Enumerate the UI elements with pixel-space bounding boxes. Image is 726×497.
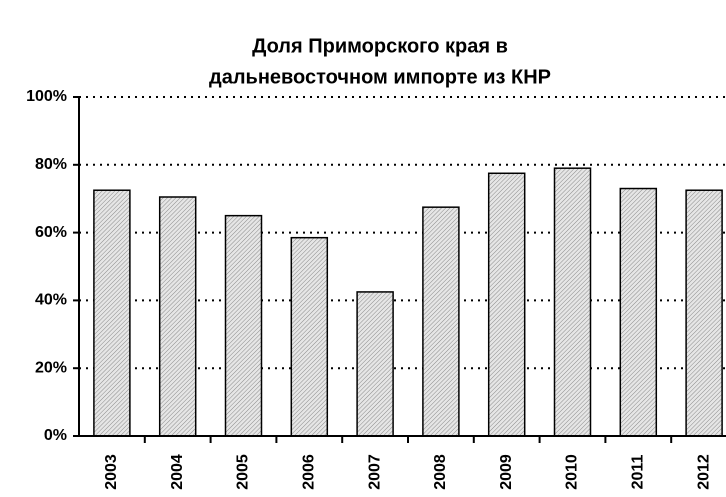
y-tick-label: 0% (44, 427, 67, 444)
bar (553, 167, 592, 437)
x-tick-label: 2007 (366, 454, 383, 490)
bar (685, 189, 723, 437)
bar (356, 291, 394, 437)
x-tick-label: 2005 (235, 454, 252, 490)
chart-title: Доля Приморского края в (252, 35, 508, 57)
bar (224, 214, 263, 437)
bar (487, 172, 526, 437)
bar (93, 189, 131, 437)
bar (158, 196, 197, 437)
x-tick-label: 2008 (432, 454, 449, 490)
bar (619, 187, 658, 437)
x-tick-label: 2006 (301, 454, 318, 490)
x-tick-label: 2003 (103, 454, 120, 490)
y-tick-label: 20% (35, 359, 67, 376)
x-tick-label: 2012 (695, 454, 712, 490)
x-tick-label: 2010 (564, 454, 581, 490)
y-tick-label: 40% (35, 292, 67, 309)
y-tick-label: 60% (35, 224, 67, 241)
y-tick-label: 100% (26, 88, 67, 105)
x-tick-label: 2009 (498, 454, 515, 490)
x-tick-label: 2004 (169, 454, 186, 490)
bar (422, 206, 460, 437)
bar (290, 236, 329, 437)
y-tick-label: 80% (35, 156, 67, 173)
chart-title: дальневосточном импорте из КНР (209, 66, 551, 88)
x-tick-label: 2011 (630, 455, 647, 490)
